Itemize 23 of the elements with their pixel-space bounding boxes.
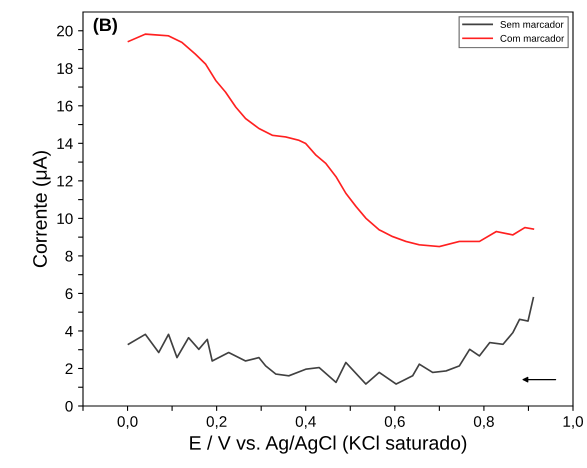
- line-series: [128, 296, 534, 385]
- y-tick-label: 8: [65, 250, 73, 262]
- y-tick-label: 20: [57, 26, 73, 36]
- x-tick-label: 0,0: [118, 416, 138, 429]
- y-tick-label: 18: [57, 63, 73, 74]
- legend-label: Sem marcador: [500, 20, 564, 28]
- annotation: (B): [94, 18, 117, 35]
- y-tick-label: 6: [66, 288, 73, 300]
- y-tick-label: 4: [65, 326, 73, 336]
- y-tick-label: 2: [66, 363, 73, 374]
- y-tick-label: 10: [57, 213, 73, 224]
- y-tick-label: 16: [57, 100, 73, 112]
- legend-label: Com marcador: [500, 34, 564, 42]
- x-tick-label: 0,2: [206, 416, 226, 429]
- y-tick-label: 0: [65, 400, 73, 412]
- x-axis-title: E / V vs. Ag/AgCl (KCl saturado): [190, 436, 466, 454]
- y-tick-label: 14: [57, 138, 73, 149]
- x-tick-label: 0,4: [296, 416, 316, 429]
- x-tick-label: 1,0: [564, 416, 584, 429]
- y-tick-label: 12: [57, 176, 73, 186]
- y-axis-title: Corrente (μA): [32, 151, 51, 268]
- x-tick-label: 0,6: [384, 416, 405, 429]
- x-tick-label: 0,8: [474, 416, 494, 429]
